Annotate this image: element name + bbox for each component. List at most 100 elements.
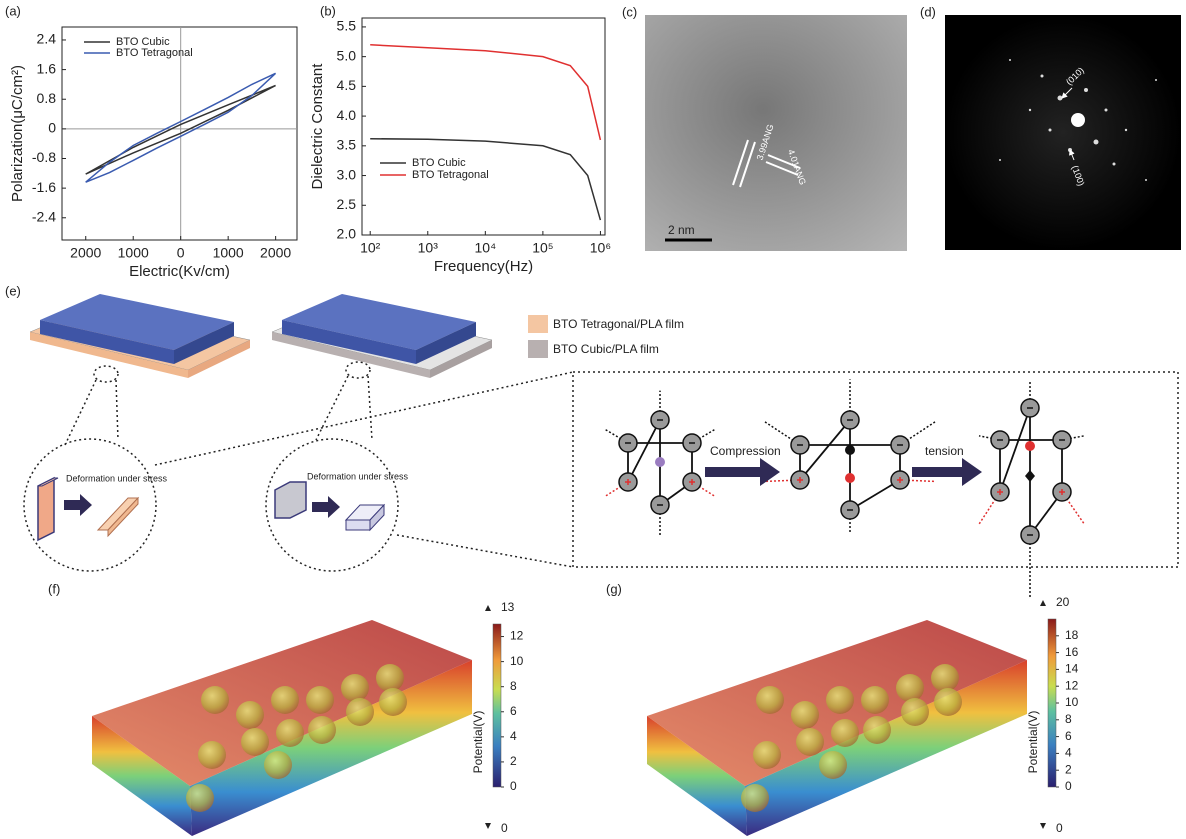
particle (341, 674, 369, 702)
colorbar-tick-label: 10 (510, 654, 524, 668)
colorbar-tick-label: 18 (1065, 628, 1079, 642)
colorbar-max: 20 (1056, 595, 1070, 609)
center-ion (1025, 441, 1035, 451)
particle (934, 688, 962, 716)
colorbar-tick-label: 4 (510, 729, 517, 743)
legend-label: BTO Cubic (412, 157, 466, 169)
particle (861, 686, 889, 714)
center-ion (845, 473, 855, 483)
particle (186, 784, 214, 812)
arrow-label: Compression (710, 444, 781, 458)
particle (264, 751, 292, 779)
y-tick-label: 5.5 (337, 18, 357, 34)
colorbar-tick-label: 8 (510, 679, 517, 693)
y-tick-label: 1.6 (37, 60, 57, 76)
particle (271, 686, 299, 714)
colorbar-tick-label: 12 (510, 629, 524, 643)
particle (826, 686, 854, 714)
simulation-renders (92, 620, 1027, 836)
x-tick-label: 1000 (118, 245, 149, 261)
colorbar (1048, 619, 1056, 787)
colorbar-title: Potential(V) (471, 711, 485, 774)
series-line (370, 45, 600, 140)
y-tick-label: 4.0 (337, 107, 357, 123)
particle (901, 698, 929, 726)
y-tick-label: 4.5 (337, 77, 357, 93)
panel-label: (e) (5, 283, 21, 298)
y-tick-label: 3.5 (337, 137, 357, 153)
particle (346, 698, 374, 726)
particle (306, 686, 334, 714)
arrow (912, 458, 982, 486)
y-tick-label: 3.0 (337, 166, 357, 182)
panel-label: (c) (622, 4, 637, 19)
inset-label: Deformation under stress (66, 473, 168, 483)
legend-label: BTO Tetragonal (412, 169, 489, 181)
max-marker (1040, 600, 1046, 606)
colorbar-tick-label: 2 (510, 754, 517, 768)
panel-label: (b) (320, 3, 336, 18)
deformation-icons (38, 478, 384, 540)
legend-swatch (528, 315, 548, 333)
center-ion (655, 457, 665, 467)
particle (896, 674, 924, 702)
x-axis-title: Frequency(Hz) (434, 258, 533, 275)
particle (796, 728, 824, 756)
x-tick-label: 10³ (418, 240, 439, 256)
particle (791, 701, 819, 729)
panel-label: (d) (920, 4, 936, 19)
particle (236, 701, 264, 729)
y-axis-title: Dielectric Constant (309, 63, 326, 190)
particle (756, 686, 784, 714)
arrow (705, 458, 780, 486)
particle (308, 716, 336, 744)
x-tick-label: 10⁴ (475, 240, 497, 256)
y-tick-label: 0.8 (37, 90, 57, 106)
y-tick-label: -2.4 (32, 208, 56, 224)
particle (198, 741, 226, 769)
particle (819, 751, 847, 779)
tem-image (645, 15, 907, 251)
inset-label: Deformation under stress (307, 471, 409, 481)
colorbar-tick-label: 8 (1065, 712, 1072, 726)
colorbar (493, 624, 501, 787)
y-tick-label: -1.6 (32, 179, 56, 195)
colorbar-min: 0 (501, 821, 508, 835)
legend-swatch (528, 340, 548, 358)
particle (241, 728, 269, 756)
y-tick-label: 2.5 (337, 196, 357, 212)
legend-label: BTO Tetragonal (116, 47, 193, 59)
particle (201, 686, 229, 714)
x-tick-label: 0 (177, 245, 185, 261)
particle (376, 664, 404, 692)
panel-label: (g) (606, 581, 622, 596)
scale-bar-label: 2 nm (668, 223, 695, 237)
particle (741, 784, 769, 812)
colorbar-tick-label: 4 (1065, 746, 1072, 760)
colorbar-tick-label: 0 (1065, 779, 1072, 793)
x-axis-title: Electric(Kv/cm) (129, 263, 230, 280)
x-tick-label: 10² (360, 240, 381, 256)
film-stack (30, 294, 250, 378)
figure: (c) 3.99ANG 4.01ANG 2 nm (d) (010) (100)… (0, 0, 1186, 839)
legend-label: BTO Tetragonal/PLA film (553, 317, 684, 331)
y-tick-label: 5.0 (337, 47, 357, 63)
colorbar-title: Potential(V) (1026, 711, 1040, 774)
colorbar-tick-label: 0 (510, 779, 517, 793)
x-tick-label: 2000 (70, 245, 101, 261)
min-marker (485, 823, 491, 829)
legend-label: BTO Cubic/PLA film (553, 342, 659, 356)
center-ion (1025, 470, 1035, 482)
colorbar-max: 13 (501, 600, 515, 614)
render (92, 620, 472, 836)
colorbar-tick-label: 6 (510, 704, 517, 718)
particle (379, 688, 407, 716)
arrow-label: tension (925, 444, 964, 458)
colorbar-tick-label: 6 (1065, 729, 1072, 743)
y-tick-label: 0 (48, 120, 56, 136)
particle (863, 716, 891, 744)
particle (831, 719, 859, 747)
colorbar-tick-label: 2 (1065, 762, 1072, 776)
x-tick-label: 10⁶ (590, 240, 611, 256)
panel-label: (a) (5, 3, 21, 18)
